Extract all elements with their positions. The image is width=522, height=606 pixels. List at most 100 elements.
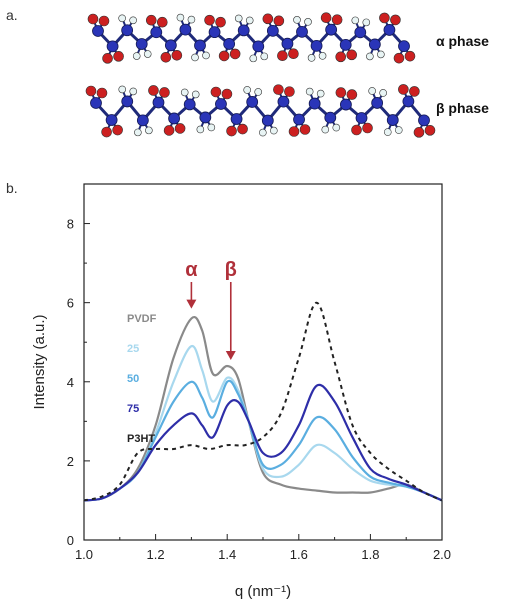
hydrogen-atom <box>187 15 196 24</box>
carbon-atom <box>383 24 396 36</box>
y-tick-label: 6 <box>67 296 74 311</box>
carbon-atom <box>371 97 384 109</box>
fluorine-atom <box>277 50 288 61</box>
carbon-atom <box>324 111 337 124</box>
series-layer <box>83 301 443 502</box>
legend-entry-75: 75 <box>127 403 139 415</box>
carbon-atom <box>368 38 381 51</box>
hydrogen-atom <box>132 52 141 60</box>
carbon-atom <box>136 114 149 127</box>
carbon-atom <box>261 114 274 127</box>
x-tick-label: 1.8 <box>361 547 379 562</box>
annotation-arrow-head <box>225 351 236 360</box>
hydrogen-atom <box>293 16 301 24</box>
hydrogen-atom <box>394 126 403 134</box>
fluorine-atom <box>174 123 186 134</box>
fluorine-atom <box>398 84 409 95</box>
carbon-atom <box>215 98 227 110</box>
carbon-atom <box>398 40 410 53</box>
hydrogen-atom <box>129 16 137 25</box>
x-tick-label: 1.6 <box>290 547 308 562</box>
y-tick-label: 4 <box>67 375 74 390</box>
carbon-atom <box>183 98 196 111</box>
carbon-atom <box>168 112 180 125</box>
carbon-atom <box>230 113 243 125</box>
fluorine-atom <box>335 51 347 63</box>
carbon-atom <box>296 25 308 38</box>
fluorine-atom <box>102 53 113 64</box>
fluorine-atom <box>85 85 97 97</box>
fluorine-atom <box>204 14 215 26</box>
legend-entry-pvdf: PVDF <box>127 313 157 325</box>
carbon-atom <box>339 38 352 51</box>
fluorine-atom <box>148 85 159 96</box>
fluorine-atom <box>113 51 124 62</box>
hydrogen-atom <box>307 54 316 62</box>
alpha-phase-chain <box>87 12 416 64</box>
carbon-atom <box>252 40 265 53</box>
x-tick-label: 1.0 <box>75 547 93 562</box>
fluorine-atom <box>159 87 170 98</box>
fluorine-atom <box>98 15 110 27</box>
fluorine-atom <box>237 123 248 135</box>
carbon-atom <box>90 97 102 109</box>
hydrogen-atom <box>368 87 376 95</box>
hydrogen-atom <box>191 90 200 99</box>
carbon-atom <box>223 38 236 50</box>
fluorine-atom <box>320 12 332 23</box>
carbon-atom <box>355 112 368 124</box>
fluorine-atom <box>160 52 172 63</box>
alpha-phase-label: α phase <box>436 33 489 49</box>
fluorine-atom <box>393 52 405 64</box>
fluorine-atom <box>331 14 343 25</box>
fluorine-atom <box>215 16 226 28</box>
hydrogen-atom <box>207 123 216 132</box>
carbon-atom <box>310 39 323 52</box>
fluorine-atom <box>409 86 420 97</box>
hydrogen-atom <box>377 50 385 59</box>
hydrogen-atom <box>351 16 360 25</box>
carbon-atom <box>293 113 305 126</box>
beta-phase-chain <box>85 84 436 138</box>
carbon-atom <box>418 114 430 127</box>
fluorine-atom <box>96 87 108 99</box>
series-line-25 <box>83 345 443 502</box>
carbon-atom <box>386 114 399 126</box>
fluorine-atom <box>390 14 401 26</box>
carbon-atom <box>121 24 134 37</box>
carbon-atom <box>152 96 165 109</box>
carbon-atom <box>237 24 250 37</box>
hydrogen-atom <box>366 52 374 61</box>
carbon-atom <box>208 26 221 39</box>
hydrogen-atom <box>270 126 278 135</box>
axes: 1.0 1.2 1.4 1.6 1.8 2.0 0 2 4 6 8 <box>67 217 451 562</box>
series-line-p3ht <box>83 301 443 502</box>
hydrogen-atom <box>318 52 327 60</box>
x-tick-label: 2.0 <box>433 547 451 562</box>
panel-a-label: a. <box>6 7 18 23</box>
hydrogen-atom <box>259 128 267 137</box>
fluorine-atom <box>156 16 168 28</box>
hydrogen-atom <box>304 18 312 26</box>
hydrogen-atom <box>321 125 330 134</box>
fluorine-atom <box>101 126 112 138</box>
hydrogen-atom <box>243 86 251 94</box>
hydrogen-atom <box>191 53 199 62</box>
fluorine-atom <box>273 15 285 27</box>
y-tick-label: 0 <box>67 533 74 548</box>
annotation-label: β <box>225 259 237 281</box>
fluorine-atom <box>218 50 230 62</box>
fluorine-atom <box>335 87 347 98</box>
hydrogen-atom <box>260 52 269 61</box>
hydrogen-atom <box>245 16 254 25</box>
hydrogen-atom <box>143 50 152 58</box>
carbon-atom <box>105 114 118 126</box>
carbon-atom <box>277 95 290 108</box>
hydrogen-atom <box>234 14 243 23</box>
hydrogen-atom <box>362 18 371 27</box>
fluorine-atom <box>404 50 416 62</box>
legend-entry-50: 50 <box>127 373 139 385</box>
fluorine-atom <box>346 49 358 61</box>
